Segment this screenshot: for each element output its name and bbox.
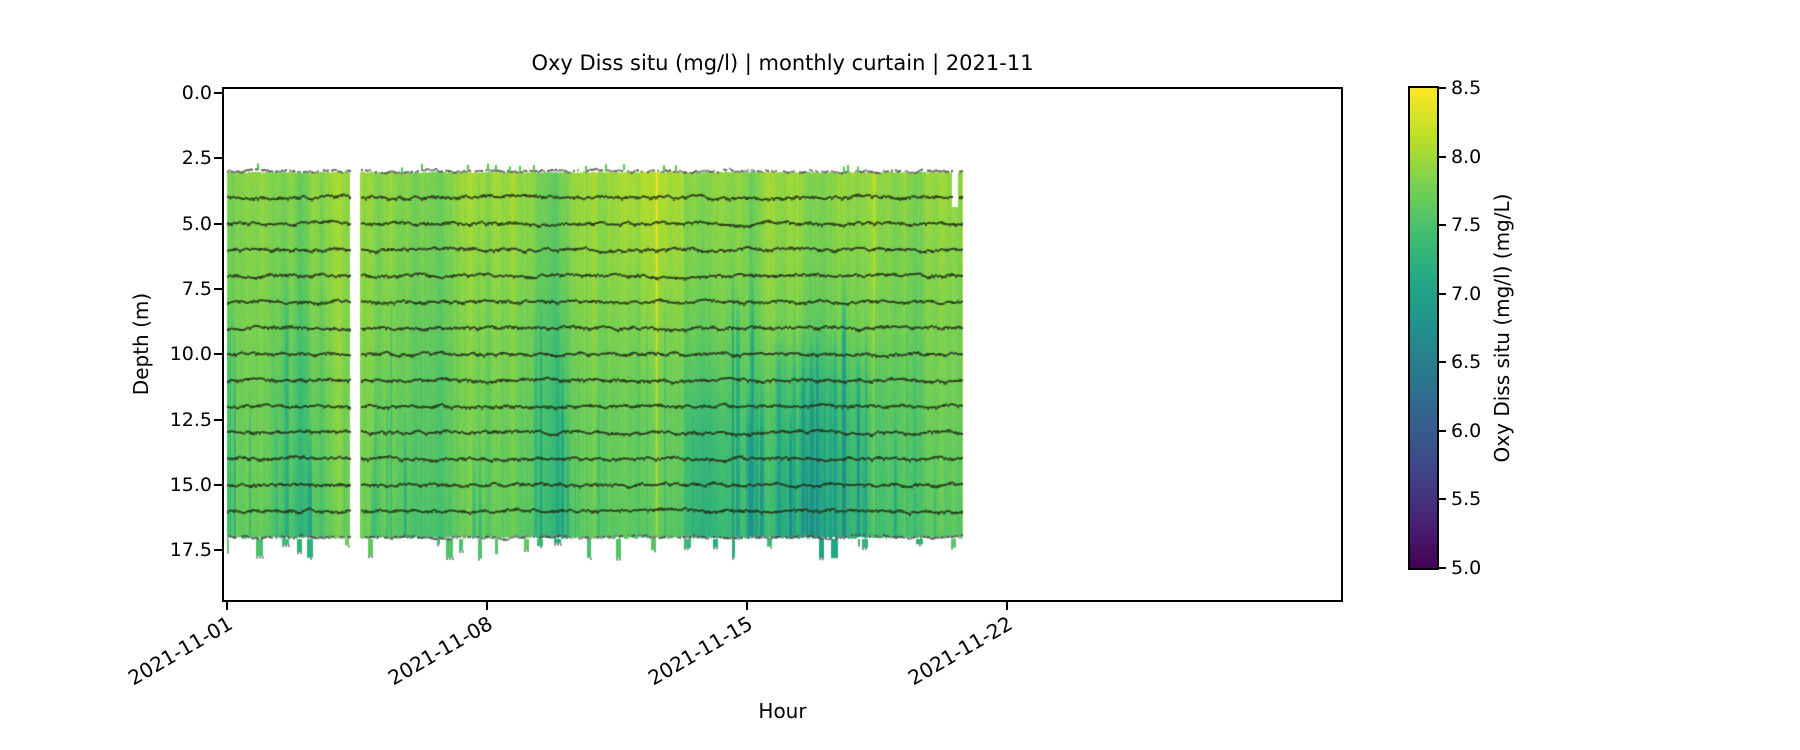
y-tick-mark (214, 483, 222, 486)
x-tick-mark (485, 602, 488, 610)
colorbar-tick-mark (1439, 87, 1446, 89)
colorbar-tick-label: 7.5 (1451, 214, 1482, 237)
colorbar-tick-mark (1439, 292, 1446, 295)
y-tick-mark (214, 353, 222, 356)
y-tick-label: 10.0 (169, 343, 212, 366)
y-tick-label: 5.0 (181, 212, 212, 235)
y-tick-mark (214, 157, 222, 160)
chart-title: Oxy Diss situ (mg/l) | monthly curtain |… (531, 51, 1034, 75)
colorbar-label: Oxy Diss situ (mg/l) (mg/L) (1490, 193, 1514, 463)
colorbar-tick-label: 5.5 (1451, 488, 1482, 511)
y-tick-label: 7.5 (181, 277, 212, 300)
colorbar (1408, 86, 1439, 570)
x-axis-label: Hour (758, 699, 807, 723)
x-tick-label: 2021-11-01 (123, 611, 237, 691)
colorbar-tick-mark (1439, 155, 1446, 158)
colorbar-tick-mark (1439, 498, 1446, 501)
colorbar-tick-label: 8.0 (1451, 145, 1482, 168)
colorbar-tick-label: 6.5 (1451, 351, 1482, 374)
x-tick-mark (226, 602, 228, 610)
colorbar-tick-label: 7.0 (1451, 282, 1482, 305)
y-tick-mark (214, 287, 222, 290)
x-tick-mark (745, 602, 748, 610)
colorbar-tick-mark (1439, 361, 1446, 364)
colorbar-tick-mark (1439, 224, 1446, 227)
y-tick-label: 0.0 (181, 82, 212, 104)
colorbar-tick-label: 5.0 (1451, 557, 1482, 579)
colorbar-tick-mark (1439, 429, 1446, 432)
y-tick-label: 12.5 (169, 408, 212, 431)
y-tick-mark (214, 549, 222, 552)
y-tick-mark (214, 418, 222, 421)
y-tick-label: 15.0 (169, 473, 212, 496)
colorbar-tick-label: 8.5 (1451, 77, 1482, 99)
y-tick-label: 17.5 (169, 539, 212, 562)
x-tick-mark (1005, 602, 1008, 610)
heatmap-canvas (224, 89, 1341, 600)
colorbar-tick-label: 6.0 (1451, 419, 1482, 442)
y-tick-mark (214, 92, 222, 94)
y-tick-mark (214, 222, 222, 225)
colorbar-tick-mark (1439, 567, 1446, 569)
y-tick-label: 2.5 (181, 147, 212, 170)
